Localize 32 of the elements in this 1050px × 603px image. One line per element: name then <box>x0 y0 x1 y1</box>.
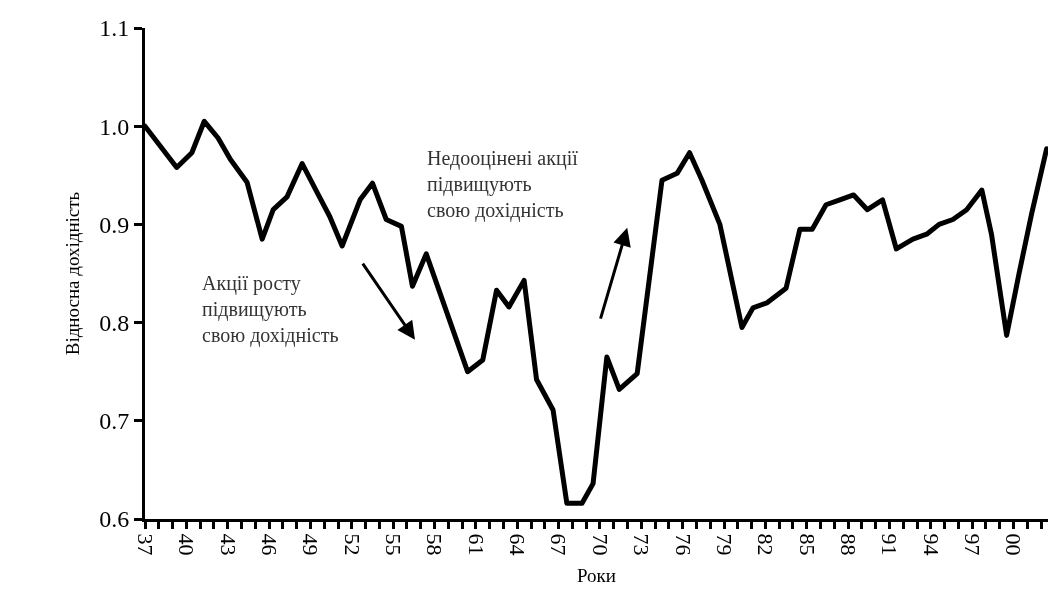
x-axis-title: Роки <box>577 565 616 587</box>
x-tick-label: 37 <box>132 533 158 556</box>
x-tick-label: 97 <box>960 533 986 556</box>
x-tick-label: 79 <box>711 533 737 556</box>
x-tick-label: 52 <box>339 533 365 556</box>
x-tick-label: 91 <box>877 533 903 556</box>
x-tick-label: 82 <box>753 533 779 556</box>
y-tick-label: 0.6 <box>99 506 130 533</box>
x-tick-label: 00 <box>1001 533 1027 556</box>
x-tick-label: 49 <box>298 533 324 556</box>
y-tick-label: 1.1 <box>99 15 130 42</box>
y-tick-label: 1.0 <box>99 113 130 140</box>
x-tick-label: 46 <box>256 533 282 556</box>
x-tick-label: 73 <box>629 533 655 556</box>
x-tick-label: 58 <box>422 533 448 556</box>
x-tick-label: 67 <box>546 533 572 556</box>
x-tick-label: 94 <box>918 533 944 556</box>
x-tick-label: 88 <box>835 533 861 556</box>
annotation: Недооцінені акції підвищують свою дохідність <box>427 147 579 222</box>
x-tick-label: 76 <box>670 533 696 556</box>
x-tick-label: 70 <box>587 533 613 556</box>
y-tick-label: 0.9 <box>99 211 130 238</box>
x-tick-label: 61 <box>463 533 489 556</box>
annotation: Акції росту підвищують свою дохідність <box>202 272 339 347</box>
y-tick-label: 0.7 <box>99 408 130 435</box>
x-tick-label: 40 <box>174 533 200 556</box>
x-tick-label: 55 <box>381 533 406 556</box>
x-tick-label: 43 <box>215 533 241 556</box>
x-tick-label: 64 <box>505 533 531 556</box>
x-tick-label: 85 <box>794 533 820 556</box>
y-tick-label: 0.8 <box>99 310 130 336</box>
y-axis-title: Відносна дохідність <box>62 191 84 356</box>
